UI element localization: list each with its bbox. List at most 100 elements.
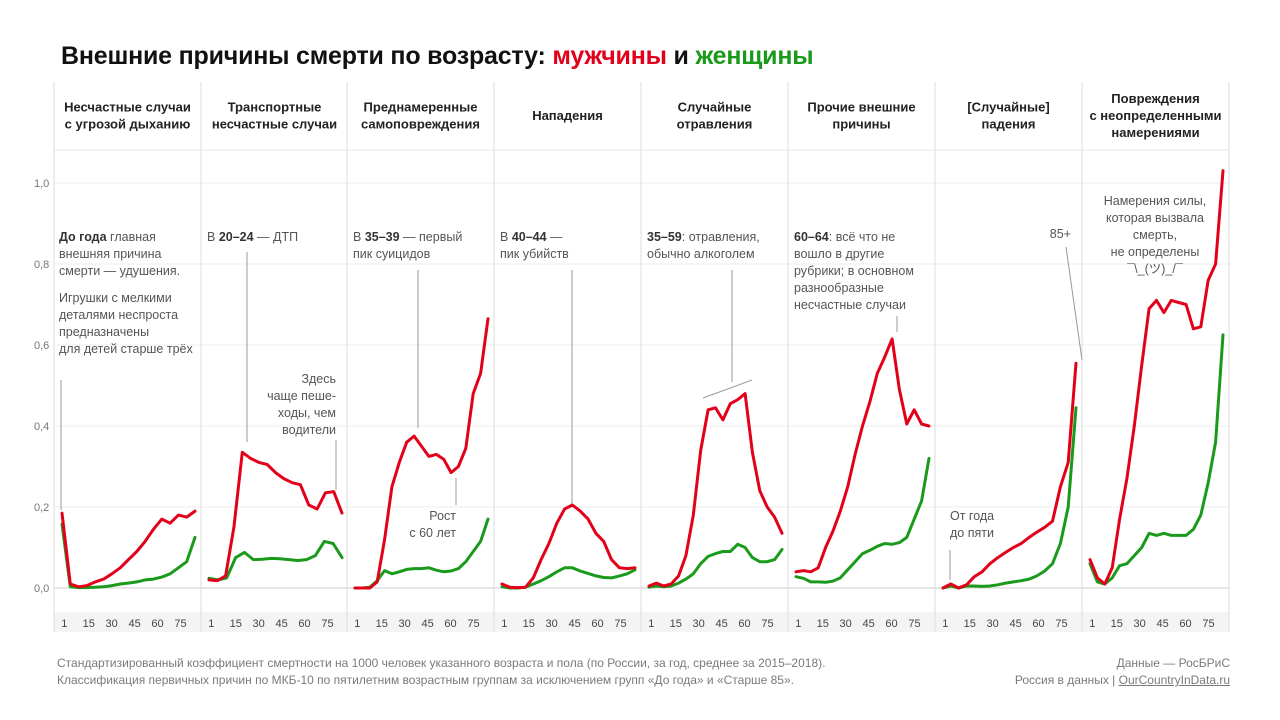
footnote-line-2: Классификация первичных причин по МКБ-10… [57,673,794,687]
annotation-text: В 35–39 — первый [353,230,462,244]
annotation-span: ¯\_(ツ)_/¯ [1126,262,1183,276]
x-tick-label: 15 [817,618,829,630]
x-tick-label: 60 [885,618,897,630]
x-tick-label: 1 [648,618,654,630]
panel-5: Случайные отравления 1 15 30 45 60 75 35–59: отр… [647,100,784,630]
x-tick-label: 75 [467,618,479,630]
annotation-text: 35–59: отравления, [647,230,760,244]
annotation-leader [1065,246,1083,361]
panel-7: [Случайные] падения 1 15 30 45 60 75 85+ От года д… [941,100,1083,630]
series-women-line [207,539,344,582]
annotation-text: чаще пеше- [267,389,336,403]
annotation-text: Здесь [301,372,336,386]
annotation-text: водители [282,423,336,437]
panel-title-line: намерениями [1111,125,1199,140]
title-women: женщины [695,42,814,70]
annotation-span: Намерения силы, [1104,194,1207,208]
annotation-leader [702,379,753,399]
annotation-span: В [500,230,512,244]
annotation-text: смерть, [1133,228,1177,242]
panel-4: Нападения 1 15 30 45 60 75 В 40–44 — пик убийств [500,108,637,630]
annotation-span: не определены [1111,245,1200,259]
annotation-span: В [353,230,365,244]
x-tick-label: 30 [987,618,999,630]
x-tick-label: 60 [151,618,163,630]
annotation-text: ходы, чем [278,406,336,420]
annotation-text: обычно алкоголем [647,247,755,261]
x-tick-label: 1 [61,618,67,630]
annotation-span: Здесь [301,372,336,386]
x-tick-label: 15 [230,618,242,630]
annotation-text: разнообразные [794,281,884,295]
panel-title-line: причины [832,117,890,132]
x-tick-label: 60 [738,618,750,630]
annotation-span: : отравления, [682,230,760,244]
chart-title: Внешние причины смерти по возрасту: мужч… [61,42,814,71]
series-men-line [794,337,931,574]
y-tick-label: 0,8 [34,259,49,271]
annotation-span: пик убийств [500,247,569,261]
x-tick-label: 15 [964,618,976,630]
panel-title-line: падения [982,117,1036,132]
panel-title-line: самоповреждения [361,117,480,132]
annotation-span: для детей старше трёх [59,342,193,356]
annotation-text: Игрушки с мелкими [59,291,172,305]
annotation-span: В [207,230,219,244]
annotation-span: водители [282,423,336,437]
y-tick-label: 0,6 [34,340,49,352]
x-tick-label: 45 [568,618,580,630]
series-women-line [941,406,1078,590]
panel-title-line: Повреждения [1111,91,1199,106]
panel-6: Прочие внешние причины 1 15 30 45 60 75 60–64: в… [794,100,931,630]
series-men-line [1088,169,1225,586]
x-tick-label: 1 [942,618,948,630]
x-tick-label: 30 [399,618,411,630]
panel-title-line: [Случайные] [967,100,1049,115]
annotation-text: Рост [429,509,456,523]
panel-title-line: с угрозой дыханию [65,117,191,132]
annotation-text: Намерения силы, [1104,194,1207,208]
x-tick-label: 45 [1156,618,1168,630]
series-men-line [353,317,490,590]
x-tick-label: 75 [908,618,920,630]
panel-title-line: с неопределенными [1089,108,1221,123]
series-women-line [60,522,197,590]
x-tick-label: 45 [1009,618,1021,630]
annotation-span: чаще пеше- [267,389,336,403]
annotation-text: смерти — удушения. [59,264,180,278]
x-tick-label: 1 [208,618,214,630]
annotation-span: ходы, чем [278,406,336,420]
brand-link[interactable]: OurCountryInData.ru [1118,673,1230,687]
panel-title-line: несчастные случаи [212,117,337,132]
annotation-span: — [547,230,563,244]
annotation-emphasis: 60–64 [794,230,829,244]
x-tick-label: 45 [421,618,433,630]
x-tick-label: 30 [1134,618,1146,630]
x-tick-label: 15 [83,618,95,630]
annotation-span: внешняя причина [59,247,162,261]
x-tick-label: 1 [795,618,801,630]
series-men-line [207,450,344,583]
x-tick-label: 1 [501,618,507,630]
footnote-line-1: Стандартизированный коэффициент смертнос… [57,656,826,670]
panel-8: Повреждения с неопределенными намерениями 1… [1088,91,1225,630]
annotation-text: с 60 лет [409,526,456,540]
annotation-emphasis: 20–24 [219,230,254,244]
x-tick-label: 60 [1032,618,1044,630]
x-tick-label: 15 [1111,618,1123,630]
x-tick-label: 45 [275,618,287,630]
title-middle: и [666,42,696,70]
annotation-span: смерти — удушения. [59,264,180,278]
annotation-span: деталями неспроста [59,308,178,322]
annotation-span: — ДТП [254,230,299,244]
x-tick-label: 75 [321,618,333,630]
x-tick-label: 45 [715,618,727,630]
panel-3: Преднамеренные самоповреждения 1 15 30 45 60 75… [353,100,490,630]
x-tick-label: 75 [1202,618,1214,630]
annotation-text: не определены [1111,245,1200,259]
annotation-text: до пяти [950,526,994,540]
annotation-span: несчастные случаи [794,298,906,312]
panel-title-line: Несчастные случаи [64,100,191,115]
brand-credit: Россия в данных | OurCountryInData.ru [1015,672,1230,689]
annotation-span: рубрики; в основном [794,264,914,278]
